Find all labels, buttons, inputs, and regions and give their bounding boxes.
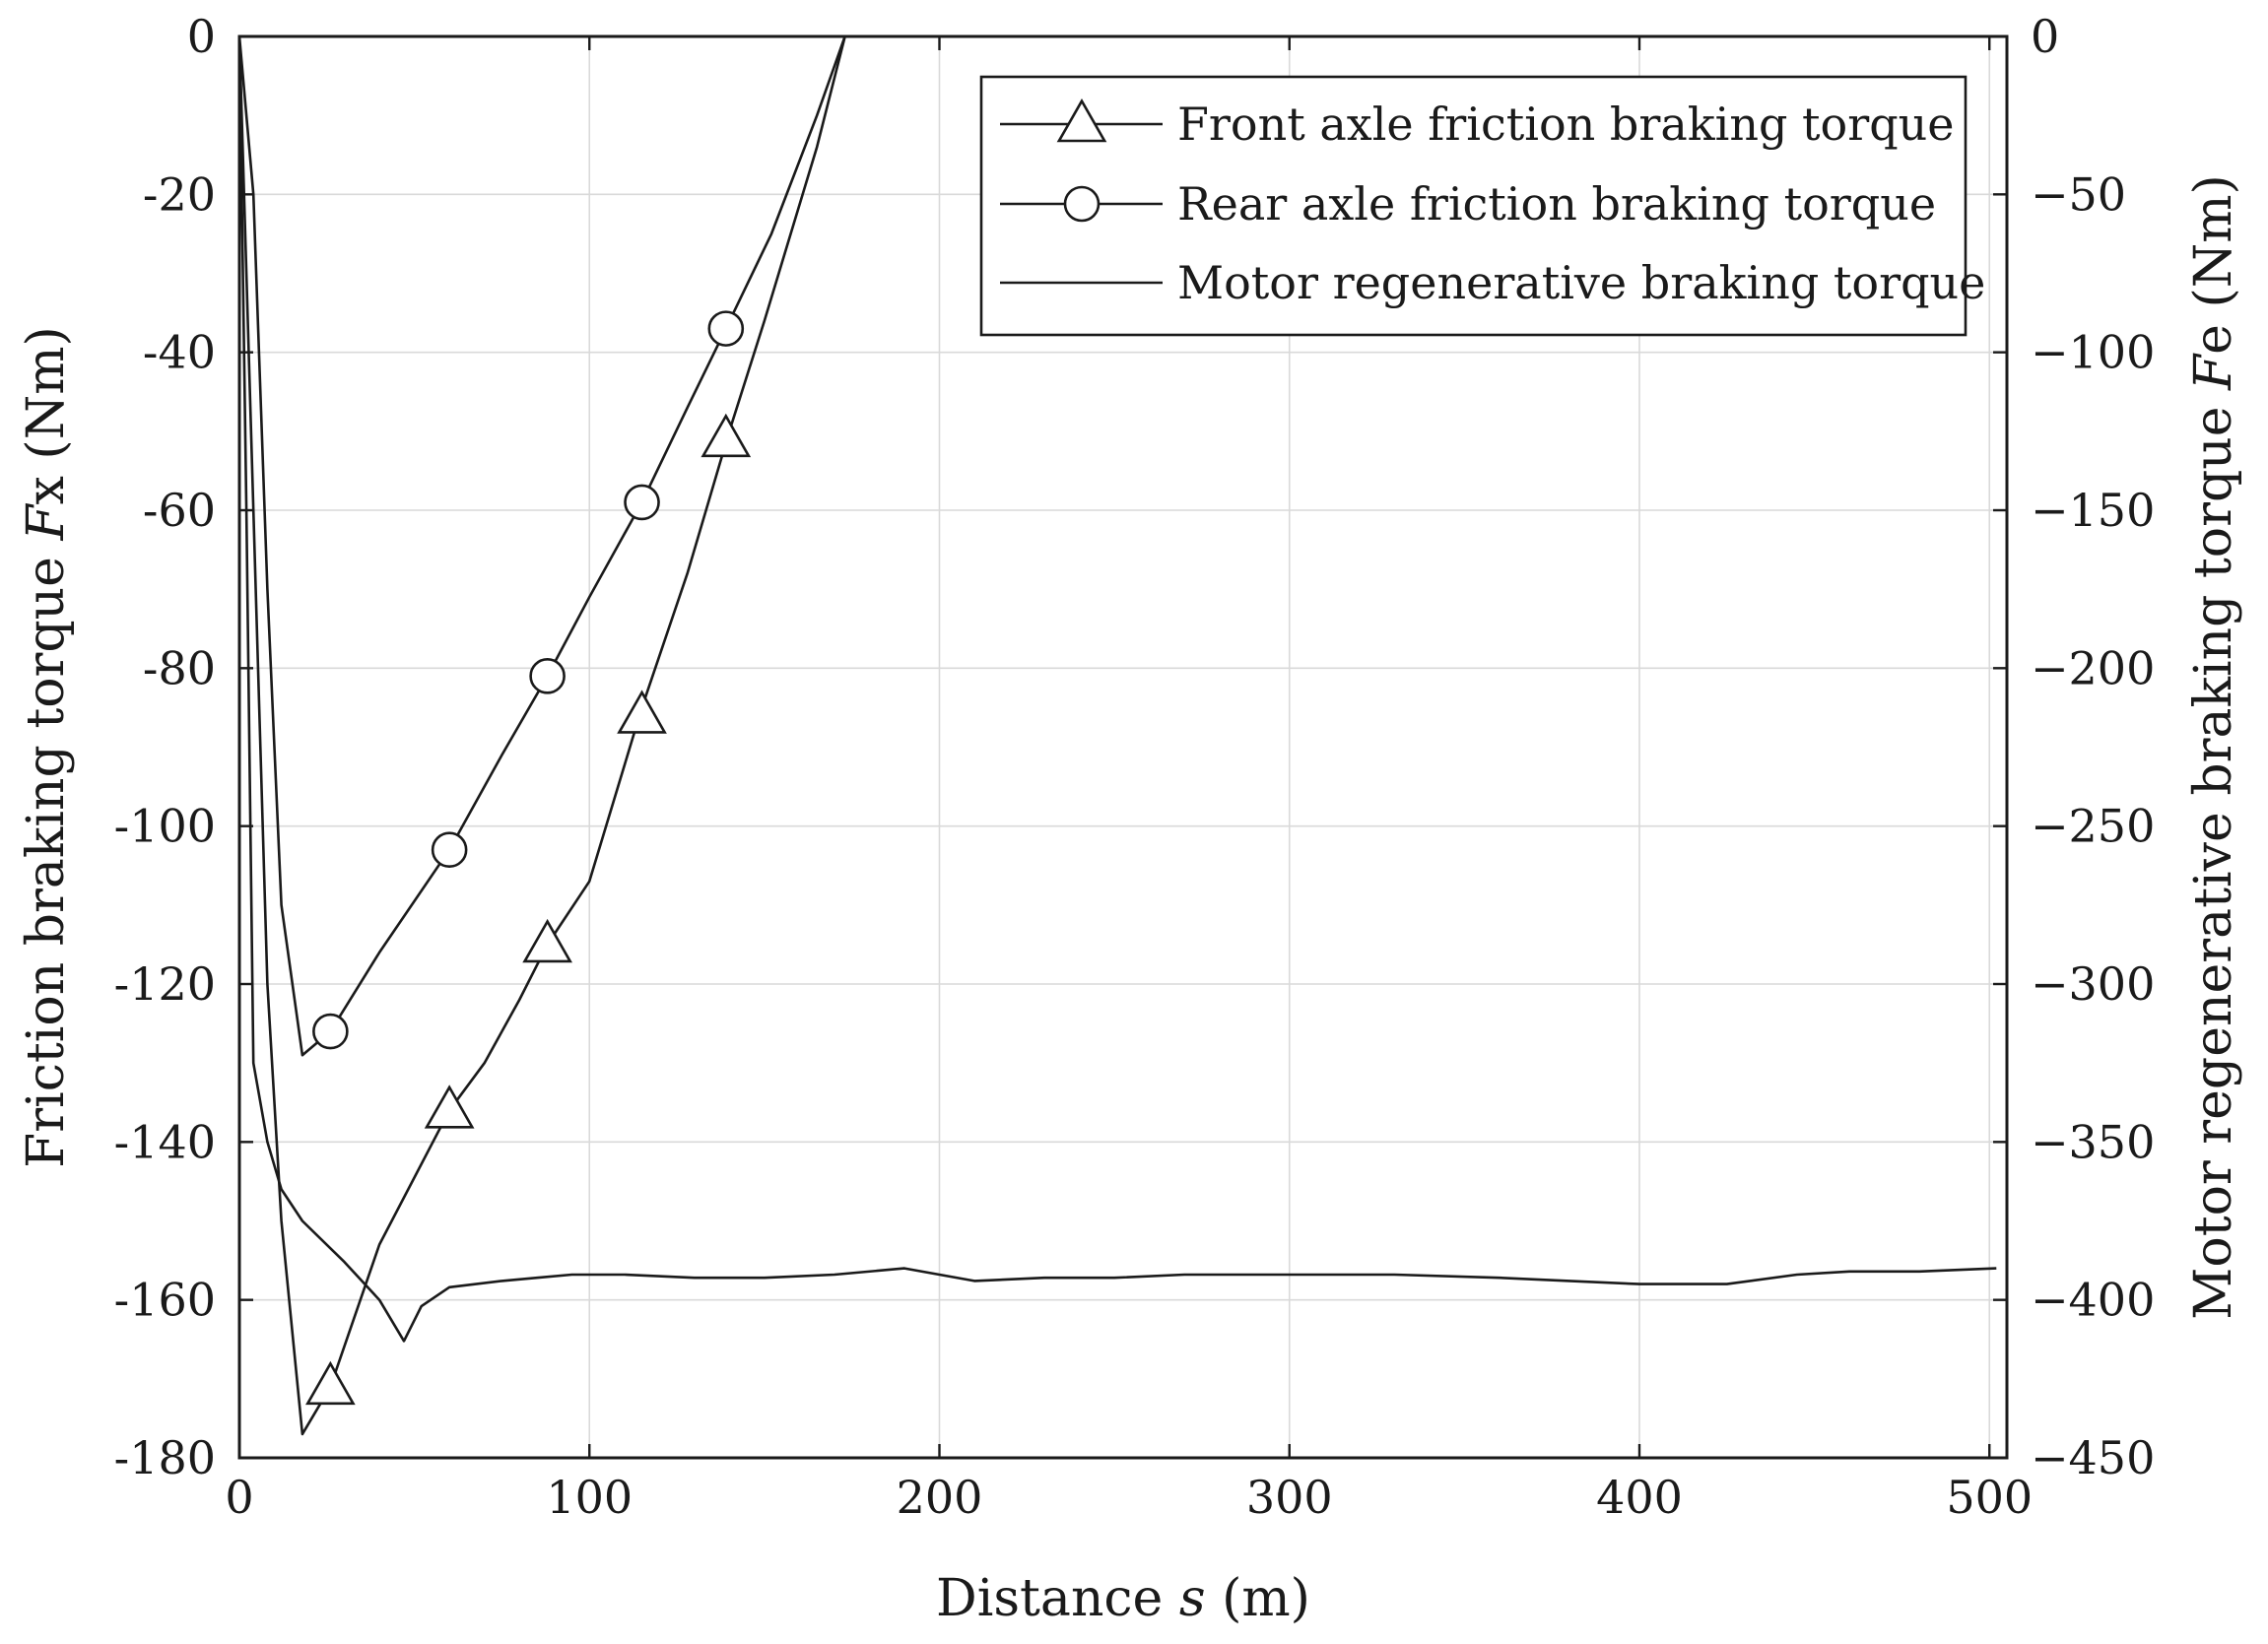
y2-tick-label: −400 [2031, 1274, 2155, 1327]
legend: Front axle friction braking torque Rear a… [979, 75, 1985, 337]
y2-tick-label: −50 [2031, 167, 2126, 221]
x-axis-title-var: s [1179, 1569, 1206, 1628]
y2-tick-label: −200 [2031, 641, 2155, 694]
y-tick-label: -80 [143, 641, 216, 694]
legend-label-2: Rear axle friction braking torque [1177, 177, 1936, 230]
legend-label-1: Front axle friction braking torque [1177, 98, 1955, 151]
y2-axis-title-pre: Motor regenerative braking torque [2184, 390, 2243, 1320]
y2-tick-label: −350 [2031, 1115, 2155, 1168]
y-axis-title-var: F [17, 503, 76, 542]
series-1-marker [617, 690, 667, 734]
x-tick-label: 400 [1596, 1471, 1683, 1524]
legend-box [979, 75, 1968, 337]
y2-tick-label: −450 [2031, 1431, 2155, 1484]
series-line-1 [239, 36, 846, 1436]
y-tick-label: -140 [114, 1115, 216, 1168]
y-tick-label: -160 [114, 1274, 216, 1327]
y2-tick-label: −300 [2031, 957, 2155, 1011]
plot-series [239, 36, 1997, 1436]
y-axis-title: Friction braking torque Fx (Nm) [17, 326, 76, 1168]
x-tick-label: 0 [225, 1471, 253, 1524]
series-markers [305, 310, 752, 1406]
axis-ticks: 0 100 200 300 400 500 0 -20 -40 -60 -80 -100 -120 -14… [114, 10, 2156, 1524]
x-tick-label: 100 [546, 1471, 633, 1524]
y-axis-title-post: x (Nm) [17, 326, 76, 504]
y-tick-label: -180 [114, 1431, 216, 1484]
legend-triangle-marker [1056, 98, 1107, 143]
x-tick-label: 500 [1946, 1471, 2033, 1524]
series-line-2 [239, 36, 846, 1057]
series-1-marker [522, 918, 572, 963]
x-axis-title: Distance s (m) [936, 1569, 1310, 1628]
y2-axis-title-var: F [2184, 353, 2243, 391]
series-1-marker [305, 1360, 356, 1406]
y2-tick-label: 0 [2031, 10, 2059, 63]
y2-axis-title-post: e (Nm) [2184, 174, 2243, 355]
x-tick-label: 200 [897, 1471, 983, 1524]
y-tick-label: -60 [143, 484, 216, 537]
y2-tick-label: −150 [2031, 484, 2155, 537]
y2-tick-label: −250 [2031, 800, 2155, 853]
y-tick-label: 0 [187, 10, 216, 63]
series-2-marker [431, 831, 468, 869]
x-tick-label: 300 [1246, 1471, 1333, 1524]
y-tick-label: -20 [143, 167, 216, 221]
x-axis-title-post: (m) [1206, 1569, 1310, 1628]
y-tick-label: -120 [114, 957, 216, 1011]
legend-circle-marker [1063, 185, 1101, 223]
series-1-marker [700, 413, 752, 458]
y2-axis-title: Motor regenerative braking torque Fe (Nm… [2184, 174, 2243, 1320]
y2-tick-label: −100 [2031, 326, 2155, 379]
legend-label-3: Motor regenerative braking torque [1177, 256, 1985, 309]
y-axis-title-pre: Friction braking torque [17, 541, 76, 1168]
series-2-marker [624, 484, 660, 521]
series-2-marker [707, 310, 745, 347]
y-tick-label: -40 [143, 326, 216, 379]
y-tick-label: -100 [114, 800, 216, 853]
series-2-marker [529, 658, 566, 694]
plot-frame [237, 34, 2009, 1460]
series-1-marker [424, 1085, 475, 1129]
series-2-marker [312, 1013, 349, 1050]
x-axis-title-pre: Distance [936, 1569, 1179, 1628]
series-line-3 [239, 36, 1997, 1343]
